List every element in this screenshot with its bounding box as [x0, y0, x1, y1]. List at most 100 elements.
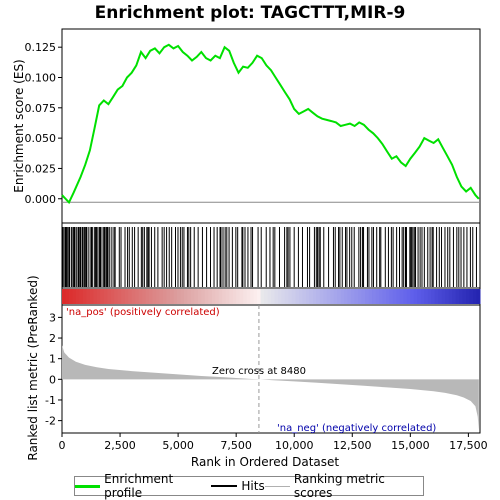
heatmap-cell: [79, 289, 84, 304]
chart-title: Enrichment plot: TAGCTTT,MIR-9: [95, 3, 406, 23]
heatmap-cell: [455, 289, 460, 304]
heatmap-cell: [326, 289, 331, 304]
heatmap-cell: [257, 289, 262, 304]
es-panel: 0.000 0.025 0.050 0.075 0.100 0.125 Enrichmen…: [12, 28, 481, 224]
heatmap-cell: [309, 289, 314, 304]
heatmap-cell: [204, 289, 209, 304]
heatmap-cell: [448, 289, 453, 304]
heatmap-cell: [166, 289, 171, 304]
legend-swatch-hits: [211, 485, 238, 487]
heatmap-cell: [208, 289, 213, 304]
heatmap-cell: [145, 289, 150, 304]
heatmap-cell: [225, 289, 230, 304]
heatmap-cell: [201, 289, 206, 304]
heatmap-cell: [340, 289, 345, 304]
heatmap-cell: [358, 289, 363, 304]
heatmap-cell: [236, 289, 241, 304]
heatmap-cell: [96, 289, 101, 304]
heatmap-cell: [253, 289, 258, 304]
heatmap-cell: [124, 289, 129, 304]
metric-ytick-label: -1: [45, 394, 56, 407]
heatmap-cell: [194, 289, 199, 304]
heatmap-cell: [89, 289, 94, 304]
heatmap-cell: [333, 289, 338, 304]
metric-xlabel: Rank in Ordered Dataset: [191, 455, 339, 469]
heatmap-cell: [351, 289, 356, 304]
heatmap-cell: [319, 289, 324, 304]
heatmap-cell: [100, 289, 105, 304]
metric-xtick-label: 2,500: [104, 439, 136, 452]
es-yticks: 0.000 0.025 0.050 0.075 0.100 0.125: [25, 41, 62, 206]
heatmap-cell: [291, 289, 296, 304]
heatmap-cell: [316, 289, 321, 304]
es-ytick-label: 0.025: [25, 162, 57, 175]
heatmap-cell: [274, 289, 279, 304]
heatmap-cell: [452, 289, 457, 304]
heatmap-cell: [372, 289, 376, 304]
heatmap-cell: [197, 289, 202, 304]
metric-ytick-label: -2: [45, 415, 56, 428]
heatmap-cell: [344, 289, 349, 304]
heatmap-cell: [211, 289, 216, 304]
heatmap-cell: [103, 289, 108, 304]
heatmap-cell: [152, 289, 157, 304]
heatmap-cell: [462, 289, 467, 304]
heatmap-cell: [312, 289, 317, 304]
heatmap-cell: [438, 289, 443, 304]
heatmap-cell: [396, 289, 401, 304]
heatmap-cell: [156, 289, 161, 304]
es-ytick-label: 0.100: [25, 72, 57, 85]
heatmap-cell: [114, 289, 119, 304]
heatmap-cell: [222, 289, 227, 304]
heatmap-cell: [243, 289, 248, 304]
heatmap-cell: [218, 289, 223, 304]
heatmap-cell: [288, 289, 293, 304]
heatmap-cell: [441, 289, 446, 304]
heatmap-cell: [107, 289, 112, 304]
heatmap-cell: [403, 289, 408, 304]
heatmap-cell: [142, 289, 147, 304]
heatmap-cell: [431, 289, 436, 304]
legend-item-metric: Ranking metric scores: [264, 472, 423, 500]
heatmap-cell: [305, 289, 310, 304]
zero-cross-annotation: Zero cross at 8480: [212, 366, 306, 377]
metric-xticks: 0 2,500 5,000 7,500 10,000 12,500 15,000 17,500: [59, 433, 488, 452]
heatmap-cell: [187, 289, 192, 304]
heatmap-cell: [135, 289, 140, 304]
pos-annotation: 'na_pos' (positively correlated): [66, 307, 220, 318]
heatmap-cell: [389, 289, 394, 304]
heatmap-cell: [466, 289, 471, 304]
metric-xtick-label: 17,500: [449, 439, 488, 452]
heatmap-cell: [473, 289, 478, 304]
heatmap-cell: [190, 289, 195, 304]
heatmap-cell: [131, 289, 136, 304]
heatmap-cell: [271, 289, 275, 304]
heatmap-cell: [368, 289, 373, 304]
heatmap-cell: [469, 289, 474, 304]
heatmap-cell: [232, 289, 237, 304]
es-ylabel: Enrichment score (ES): [12, 59, 26, 192]
heatmap-cell: [110, 289, 115, 304]
heatmap-cell: [82, 289, 87, 304]
metric-xtick-label: 0: [59, 439, 66, 452]
heatmap-cell: [476, 289, 481, 304]
metric-xtick-label: 12,500: [333, 439, 372, 452]
heatmap-cell: [427, 289, 432, 304]
heatmap-cell: [295, 289, 300, 304]
metric-xtick-label: 5,000: [162, 439, 194, 452]
heatmap-cell: [302, 289, 307, 304]
heatmap-cell: [413, 289, 418, 304]
heatmap-cell: [215, 289, 220, 304]
heatmap-cell: [173, 289, 178, 304]
legend: Enrichment profile Hits Ranking metric s…: [74, 472, 424, 500]
heatmap-cells: [62, 289, 481, 304]
heatmap-cell: [459, 289, 464, 304]
heatmap-cell: [434, 289, 439, 304]
heatmap-cell: [176, 289, 181, 304]
hits-panel: [61, 222, 481, 289]
heatmap-cell: [382, 289, 387, 304]
heatmap-cell: [86, 289, 91, 304]
heatmap-cell: [417, 289, 422, 304]
heatmap-cell: [246, 289, 251, 304]
